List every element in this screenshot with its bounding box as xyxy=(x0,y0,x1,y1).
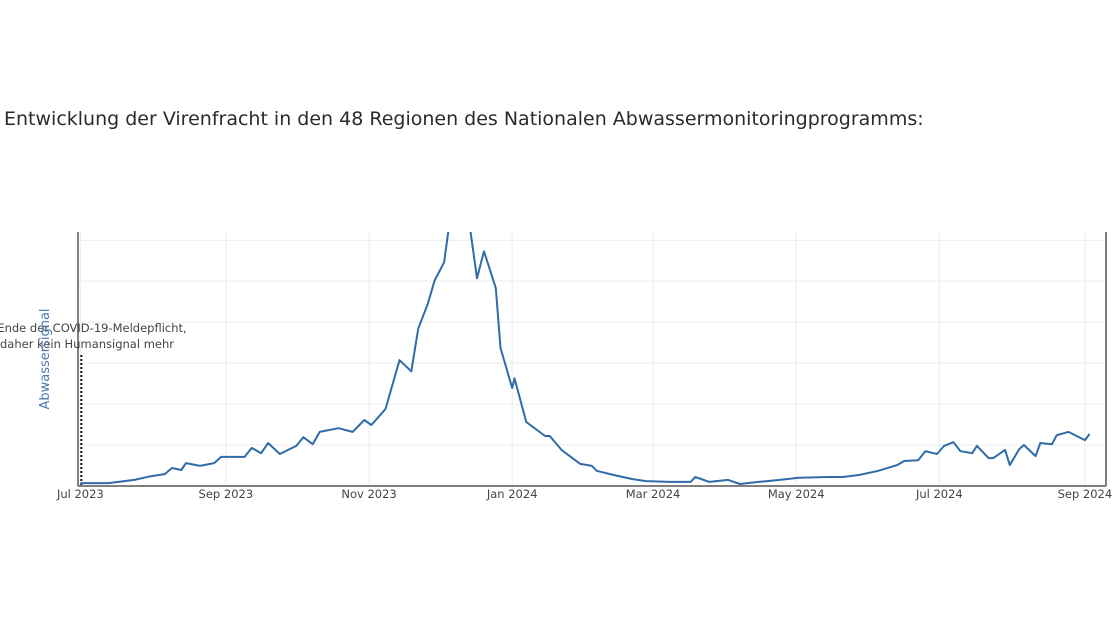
annotation: Ende der COVID-19-Meldepflicht, daher ke… xyxy=(0,321,187,486)
x-tick-label: Jul 2024 xyxy=(915,487,963,501)
x-tick-label: May 2024 xyxy=(768,487,825,501)
x-tick-label: Mar 2024 xyxy=(626,487,681,501)
x-tick-label: Jan 2024 xyxy=(486,487,538,501)
chart-title: Entwicklung der Virenfracht in den 48 Re… xyxy=(4,108,924,130)
x-tick-label: Nov 2023 xyxy=(341,487,396,501)
axes xyxy=(77,232,1107,487)
series-line xyxy=(80,232,1091,485)
y-axis-label: Abwassersignal xyxy=(38,308,53,409)
x-tick-labels: Jul 2023 Sep 2023 Nov 2023 Jan 2024 Mar 2024… xyxy=(56,487,1112,501)
x-tick-label: Jul 2023 xyxy=(56,487,104,501)
annotation-text-line-2: daher kein Humansignal mehr xyxy=(0,337,174,351)
x-tick-label: Sep 2023 xyxy=(199,487,254,501)
annotation-text-line-1: Ende der COVID-19-Meldepflicht, xyxy=(0,321,187,335)
gridlines xyxy=(78,232,1106,486)
x-tick-label: Sep 2024 xyxy=(1058,487,1113,501)
